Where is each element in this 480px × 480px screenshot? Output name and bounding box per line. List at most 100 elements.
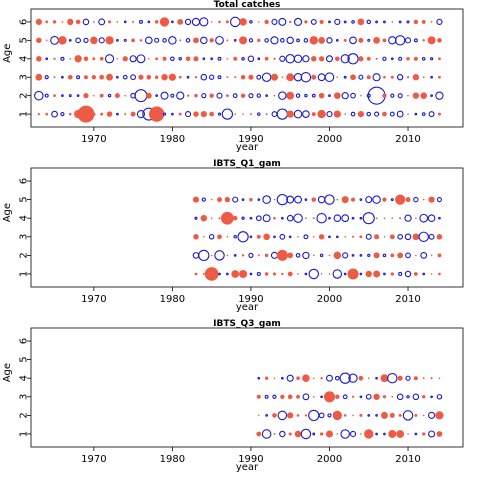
bubble-positive: [382, 111, 387, 117]
bubble-positive: [383, 75, 386, 79]
bubble-positive: [192, 196, 200, 203]
bubble-positive: [382, 38, 387, 43]
bubble-negative: [82, 18, 90, 26]
bubble-negative: [317, 195, 326, 204]
bubble-negative: [351, 254, 355, 257]
bubble-negative: [160, 91, 169, 100]
bubble-positive: [297, 235, 299, 238]
bubble-positive: [359, 413, 363, 417]
bubble-negative: [217, 56, 222, 61]
bubble-positive: [390, 75, 394, 79]
bubble-negative: [430, 395, 433, 399]
bubble-negative: [374, 111, 380, 117]
bubble-negative: [198, 249, 210, 262]
bubble-positive: [366, 75, 371, 80]
bubble-positive: [309, 36, 319, 45]
plot-frame: [30, 8, 464, 128]
bubble-negative: [343, 20, 347, 24]
bubble-negative: [390, 93, 395, 98]
bubble-negative: [339, 372, 351, 384]
bubble-positive: [311, 112, 316, 117]
bubble-positive: [124, 113, 127, 116]
bubble-positive: [75, 19, 81, 25]
bubble-positive: [77, 105, 95, 123]
bubble-negative: [176, 91, 185, 100]
y-tick-label: 2: [19, 92, 30, 98]
bubble-positive: [414, 413, 418, 417]
bubble-positive: [264, 56, 269, 61]
bubble-negative: [116, 75, 119, 79]
bubble-positive: [204, 267, 219, 281]
bubble-positive: [84, 75, 88, 80]
bubble-negative: [413, 38, 418, 43]
bubble-positive: [421, 19, 426, 24]
bubble-negative: [390, 57, 394, 61]
bubble-positive: [397, 375, 403, 381]
bubble-positive: [241, 254, 245, 257]
x-tick-label: 1970: [81, 294, 106, 305]
bubble-positive: [177, 19, 184, 25]
bubble-positive: [257, 38, 261, 42]
bubble-positive: [116, 57, 119, 60]
bubble-negative: [130, 74, 137, 81]
bubble-negative: [365, 233, 372, 240]
bubble-positive: [210, 21, 213, 23]
bubble-negative: [270, 36, 279, 45]
x-axis-label: year: [236, 462, 259, 473]
bubble-layer: [256, 372, 444, 440]
bubble-negative: [302, 55, 310, 63]
bubble-negative: [270, 251, 279, 259]
bubble-negative: [296, 38, 300, 43]
y-axis-label: Age: [2, 203, 13, 222]
bubble-negative: [280, 376, 284, 380]
y-tick-label: 1: [19, 111, 30, 117]
bubble-positive: [92, 112, 96, 116]
bubble-positive: [203, 235, 205, 238]
bubble-negative: [436, 18, 443, 26]
bubble-positive: [240, 74, 246, 80]
bubble-negative: [264, 38, 269, 43]
bubble-positive: [373, 393, 380, 400]
bubble-negative: [372, 195, 381, 204]
bubble-negative: [208, 234, 215, 240]
bubble-negative: [129, 55, 137, 63]
y-tick-label: 4: [19, 215, 30, 221]
bubble-positive: [67, 74, 73, 80]
bubble-negative: [348, 373, 358, 383]
plot-frame: [30, 327, 464, 448]
bubble-negative: [257, 376, 261, 380]
bubble-positive: [193, 111, 199, 117]
x-axis-label: year: [236, 302, 259, 313]
bubble-negative: [293, 72, 303, 82]
bubble-positive: [352, 414, 354, 417]
bubble-negative: [272, 394, 277, 399]
chart-panel-2: IBTS_Q1_gam 1970 1980 1990 2000 2010 1 2 3 4 5 6 yea…: [2, 159, 464, 313]
bubble-positive: [312, 254, 315, 257]
bubble-negative: [279, 233, 286, 240]
bubble-negative: [375, 20, 379, 24]
bubble-positive: [436, 431, 443, 437]
bubble-positive: [155, 57, 159, 61]
bubble-positive: [347, 268, 359, 280]
bubble-positive: [358, 375, 364, 381]
bubble-positive: [304, 414, 308, 417]
bubble-negative: [280, 38, 285, 43]
bubble-positive: [149, 106, 165, 122]
bubble-positive: [397, 252, 404, 259]
bubble-positive: [436, 234, 443, 240]
bubble-negative: [343, 75, 347, 79]
bubble-negative: [178, 57, 182, 61]
bubble-positive: [360, 433, 362, 435]
bubble-positive: [311, 197, 317, 202]
bubble-negative: [257, 198, 261, 201]
bubble-positive: [390, 272, 394, 276]
bubble-positive: [217, 234, 222, 240]
bubble-positive: [344, 235, 346, 238]
bubble-negative: [388, 36, 397, 45]
bubble-negative: [343, 272, 347, 276]
bubble-negative: [429, 57, 434, 61]
bubble-negative: [340, 429, 350, 439]
bubble-positive: [332, 410, 343, 421]
y-tick-label: 5: [19, 37, 30, 43]
